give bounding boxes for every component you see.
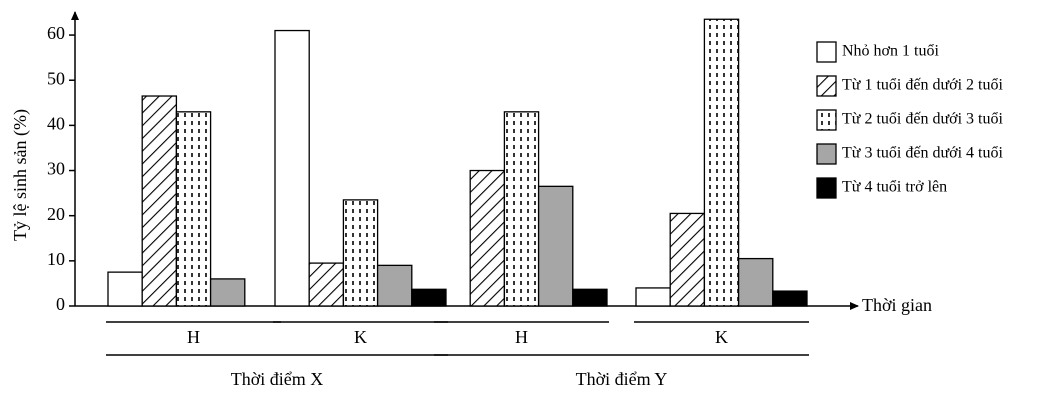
bar (274, 29, 310, 307)
x-axis-label: Thời gian (862, 295, 932, 315)
bar (572, 288, 608, 307)
bar (209, 278, 246, 307)
y-tick-label: 60 (47, 23, 65, 43)
legend-swatch (816, 109, 837, 131)
legend-label: Từ 3 tuổi đến dưới 4 tuổi (842, 145, 1003, 162)
x-tick-label: K (715, 327, 728, 347)
x-tick-label: K (354, 327, 367, 347)
legend-swatch (816, 143, 837, 165)
y-tick-label: 40 (47, 114, 65, 134)
legend-swatch (816, 177, 837, 199)
legend-label: Nhỏ hơn 1 tuổi (842, 43, 939, 60)
y-tick-label: 30 (47, 159, 65, 179)
legend-label: Từ 2 tuổi đến dưới 3 tuổi (842, 111, 1003, 128)
bar (503, 111, 540, 307)
y-tick-label: 20 (47, 204, 65, 224)
y-tick-label: 0 (56, 294, 65, 314)
bar (772, 290, 808, 307)
bar (342, 199, 379, 307)
bar (703, 18, 740, 307)
bar (308, 262, 345, 307)
x-tick-label: H (187, 327, 200, 347)
group-label: Thời điểm Y (576, 369, 668, 389)
x-tick-label: H (515, 327, 528, 347)
y-tick-label: 50 (47, 68, 65, 88)
bar (669, 212, 706, 307)
legend-swatch (816, 75, 837, 97)
legend-label: Từ 1 tuổi đến dưới 2 tuổi (842, 77, 1003, 94)
y-tick-label: 10 (47, 249, 65, 269)
bar (175, 111, 212, 307)
bar (737, 257, 774, 307)
group-label: Thời điểm X (231, 369, 324, 389)
bar (376, 264, 413, 307)
y-axis-label: Tỷ lệ sinh sản (%) (10, 109, 31, 241)
bar (469, 169, 506, 307)
bar (411, 288, 447, 307)
bar (141, 95, 178, 307)
bar (635, 287, 671, 307)
bar (107, 271, 143, 307)
legend-swatch (816, 41, 837, 63)
legend-label: Từ 4 tuổi trở lên (842, 179, 947, 196)
bar (537, 185, 574, 307)
